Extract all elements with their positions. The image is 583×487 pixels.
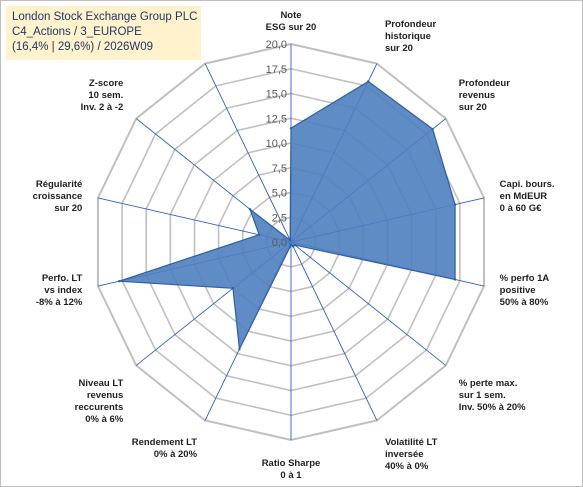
tick-label: 2,5 [272, 212, 287, 224]
axis-label-line: reccurents [75, 402, 124, 413]
axis-label-line: 0% à 6% [85, 414, 124, 425]
axis-label-line: historique [385, 31, 431, 42]
axis-spoke [290, 241, 447, 366]
axis-label-line: 50% à 80% [500, 297, 549, 308]
data-point [453, 278, 457, 281]
axis-label-line: Rendement LT [132, 437, 197, 448]
data-point [248, 208, 252, 211]
axis-label-line: inversée [385, 449, 424, 460]
axis-label-line: Perfo. LT [42, 273, 83, 284]
axis-label-line: revenus [87, 390, 123, 401]
data-point [453, 203, 457, 206]
data-point [288, 239, 292, 242]
axis-label-line: 40% à 0% [385, 461, 429, 472]
axis-label-line: Profondeur [385, 19, 436, 30]
tick-label: 17,5 [266, 64, 287, 76]
axis-label-line: sur 20 [54, 203, 82, 214]
axis-label-line: 10 sem. [88, 90, 123, 101]
axis-label-6: % perte max.sur 1 sem.Inv. 50% à 20% [459, 378, 526, 413]
data-point [293, 243, 297, 247]
tick-label: 5,0 [272, 188, 287, 200]
axis-label-line: Régularité [36, 179, 82, 190]
chart-title-box: London Stock Exchange Group PLC C4_Actio… [6, 6, 201, 60]
axis-label-line: sur 1 sem. [459, 390, 506, 401]
data-point [238, 347, 241, 351]
axis-label-line: Volatilité LT [385, 437, 438, 448]
axis-label-line: Niveau LT [79, 378, 124, 389]
chart-title-category: C4_Actions / 3_EUROPE [12, 26, 142, 38]
axis-label-line: en MdEUR [500, 191, 548, 202]
axis-label-line: sur 20 [385, 43, 413, 54]
chart-title-company: London Stock Exchange Group PLC [12, 11, 198, 23]
axis-label-line: % perte max. [459, 378, 518, 389]
axis-label-line: 0 à 1 [280, 470, 302, 481]
tick-label: 10,0 [266, 138, 287, 150]
axis-label-9: Rendement LT0% à 20% [132, 437, 198, 460]
data-point [289, 243, 293, 247]
tick-label: 20,0 [266, 39, 287, 51]
data-point [257, 233, 261, 236]
axis-label-line: Note [280, 10, 301, 21]
axis-label-line: Ratio Sharpe [262, 458, 321, 469]
tick-layer: 0,0 2,5 5,0 7,5 10,0 12,5 15,0 17,5 20,0 [266, 39, 287, 249]
axis-spoke [290, 241, 378, 421]
axis-label-line: Inv. 2 à -2 [81, 102, 124, 113]
axis-label-line: % perfo 1A [500, 273, 550, 284]
axis-label-line: Z-score [89, 78, 123, 89]
data-point [367, 80, 370, 83]
data-point [117, 280, 121, 283]
axis-label-line: 0% à 20% [154, 449, 198, 460]
data-point [291, 245, 295, 248]
data-point [231, 287, 235, 290]
axis-label-line: positive [500, 285, 536, 296]
axis-label-line: croissance [33, 191, 83, 202]
tick-label: 7,5 [272, 163, 287, 175]
axis-label-line: -8% à 12% [36, 297, 83, 308]
tick-label: 12,5 [266, 113, 287, 125]
axis-spoke [204, 63, 292, 243]
axis-label-line: sur 20 [459, 102, 487, 113]
axis-label-line: Inv. 50% à 20% [459, 402, 526, 413]
series-layer [117, 80, 457, 352]
axis-label-line: Profondeur [459, 78, 510, 89]
tick-label: 15,0 [266, 89, 287, 101]
tick-label: 0,0 [272, 237, 287, 249]
axis-label-line: Capi. bours. [500, 179, 555, 190]
axis-label-line: 0 à 60 G€ [500, 203, 542, 214]
chart-title-stats: (16,4% | 29,6%) / 2026W09 [12, 41, 154, 53]
axis-label-line: revenus [459, 90, 495, 101]
axis-label-line: ESG sur 20 [266, 22, 317, 33]
axis-label-line: vs index [44, 285, 83, 296]
data-point [431, 127, 434, 131]
data-point [289, 126, 293, 130]
